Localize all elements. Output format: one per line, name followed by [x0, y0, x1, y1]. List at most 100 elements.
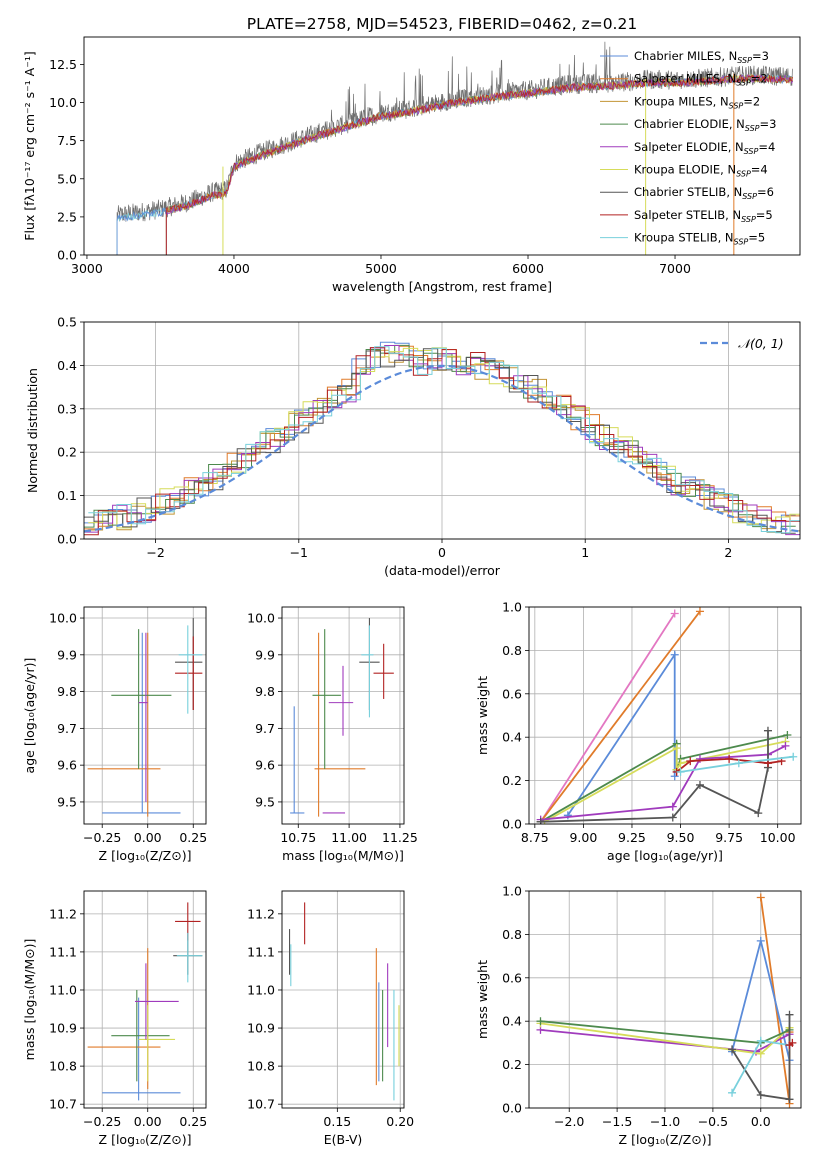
age-vs-mass-frame [281, 606, 405, 825]
mass-vs-Z-xtick-label-1: 0.00 [134, 1114, 162, 1129]
mass-weight-vs-Z-marker-6-1 [756, 1036, 765, 1045]
age-vs-mass-xtick-label-0: 10.75 [280, 830, 316, 845]
mass-weight-vs-age-axes: 8.75 9.00 9.25 9.50 9.75 10.00 0.0 0.2 0.4 0.6 0.8… [475, 600, 801, 863]
age-vs-Z-points [87, 618, 203, 817]
mass-weight-vs-Z-marker-1-1 [756, 936, 765, 945]
mass-weight-vs-age-series [536, 607, 798, 824]
mass-weight-vs-age-marker-2-0 [563, 811, 572, 820]
age-vs-mass-ytick-label-3: 9.8 [255, 684, 275, 699]
mass-weight-vs-Z-frame [528, 890, 802, 1109]
legend-label-7: Salpeter STELIB, NSSP=5 [634, 208, 773, 224]
mass-weight-vs-age-xtick-label-4: 9.75 [715, 830, 743, 845]
mass-vs-Z-ytick-label-3: 11.0 [49, 982, 77, 997]
legend-label-4: Salpeter ELODIE, NSSP=4 [634, 140, 775, 156]
age-vs-Z-xlabel: Z [log₁₀(Z/Z⊙)] [99, 848, 192, 863]
mass-weight-vs-age-marker-8-2 [789, 752, 798, 761]
mass-vs-Z-axes: −0.25 0.00 0.25 10.7 10.8 10.9 11.0 11.1 11.2 Z [… [22, 891, 207, 1147]
residuals-frame [83, 321, 801, 540]
mass-weight-vs-age-marker-2-1 [670, 650, 679, 659]
mass-weight-vs-age-ytick-label-5: 1.0 [502, 600, 522, 615]
spectrum-xtick-label-2: 5000 [365, 261, 397, 276]
spectrum-ytick-label-4: 10.0 [49, 95, 77, 110]
mass-weight-vs-Z-ylabel: mass weight [475, 960, 490, 1039]
age-vs-Z-ytick-label-4: 9.9 [57, 647, 77, 662]
age-vs-Z-ytick-label-5: 10.0 [49, 611, 77, 626]
age-vs-mass-ytick-label-2: 9.7 [255, 721, 275, 736]
mass-weight-vs-age-ylabel: mass weight [475, 676, 490, 755]
gaussian-curve [84, 364, 800, 533]
mass-weight-vs-age-xlabel: age [log₁₀(age/yr)] [607, 848, 723, 863]
mass-weight-vs-Z-ytick-label-3: 0.6 [502, 970, 522, 985]
residuals-xlabel: (data-model)/error [384, 563, 501, 578]
mass-weight-vs-age-xtick-label-1: 9.00 [569, 830, 597, 845]
mass-weight-vs-Z-ytick-label-2: 0.4 [502, 1014, 522, 1029]
mass-weight-vs-age-marker-4-3 [676, 759, 685, 768]
mass-weight-vs-age-marker-6-5 [763, 726, 772, 735]
mass-weight-vs-age-ytick-label-0: 0.0 [502, 817, 522, 832]
mass-weight-vs-Z-xtick-label-1: −1.5 [602, 1114, 632, 1129]
spectrum-lines [116, 41, 793, 255]
mass-weight-vs-Z-xlabel: Z [log₁₀(Z/Z⊙)] [619, 1132, 712, 1147]
mass-weight-vs-Z-marker-5-2 [785, 1095, 794, 1104]
legend-label-5: Kroupa ELODIE, NSSP=4 [634, 163, 768, 179]
spectrum-legend: Chabrier MILES, NSSP=3 Salpeter MILES, NS… [600, 49, 776, 247]
legend-label-6: Chabrier STELIB, NSSP=6 [634, 185, 774, 201]
residuals-xtick-label-0: −2 [146, 545, 164, 560]
mass-vs-ebv-axes: 0.15 0.20 10.7 10.8 10.9 11.0 11.1 11.2 E(B-V) [247, 891, 414, 1147]
spectrum-ytick-label-1: 2.5 [57, 209, 77, 224]
mass-weight-vs-Z-marker-6-0 [728, 1088, 737, 1097]
age-vs-Z-xtick-label-1: 0.00 [134, 830, 162, 845]
mass-vs-ebv-ytick-label-1: 10.8 [247, 1059, 275, 1074]
mass-vs-ebv-ytick-label-0: 10.7 [247, 1097, 275, 1112]
spectrum-xtick-label-0: 3000 [71, 261, 103, 276]
spectrum-axes: 3000 4000 5000 6000 7000 0.0 2.5 5.0 7.5 10.0 12.5… [22, 51, 691, 294]
mass-weight-vs-age-ytick-label-3: 0.6 [502, 686, 522, 701]
mass-weight-vs-age-xtick-label-2: 9.25 [618, 830, 646, 845]
mass-weight-vs-Z-marker-5-3 [785, 1010, 794, 1019]
mass-weight-vs-age-ytick-label-4: 0.8 [502, 643, 522, 658]
spectrum-ytick-label-3: 7.5 [57, 133, 77, 148]
residuals-ytick-label-1: 0.1 [57, 488, 77, 503]
mass-weight-vs-Z-marker-5-1 [756, 1090, 765, 1099]
residuals-hists [84, 341, 800, 536]
age-vs-mass-ytick-label-0: 9.5 [255, 794, 275, 809]
mass-weight-vs-age-marker-7-1 [686, 757, 695, 766]
mass-weight-vs-age-line-1 [539, 610, 701, 823]
spectrum-frame [83, 36, 801, 256]
residuals-xtick-label-3: 1 [581, 545, 589, 560]
mass-vs-ebv-xlabel: E(B-V) [324, 1132, 363, 1147]
age-vs-Z-xtick-label-0: −0.25 [83, 830, 121, 845]
panels: 3000 4000 5000 6000 70000.02.55.07.510.012.5… [22, 36, 802, 1147]
mass-weight-vs-age-marker-2-2 [670, 772, 679, 781]
legend-label-1: Salpeter MILES, NSSP=2 [634, 72, 768, 88]
mass-weight-vs-age-marker-5-4 [781, 741, 790, 750]
mass-weight-vs-age-xtick-label-3: 9.50 [667, 830, 695, 845]
mass-vs-ebv-points [288, 902, 400, 1101]
mass-weight-vs-Z-series [536, 893, 797, 1108]
mass-vs-Z-frame [83, 890, 207, 1109]
age-vs-mass-ytick-label-1: 9.6 [255, 758, 275, 773]
mass-weight-vs-age-marker-1-1 [695, 607, 704, 616]
spectrum-ytick-label-5: 12.5 [49, 57, 77, 72]
age-vs-mass-ytick-label-5: 10.0 [247, 611, 275, 626]
mass-weight-vs-age-xtick-label-5: 10.00 [760, 830, 796, 845]
legend-label-8: Kroupa STELIB, NSSP=5 [634, 231, 765, 247]
mass-weight-vs-age-marker-7-2 [725, 754, 734, 763]
mass-vs-ebv-xtick-label-1: 0.20 [386, 1114, 414, 1129]
mass-weight-vs-Z-xtick-label-4: 0.0 [751, 1114, 771, 1129]
mass-weight-vs-Z-ytick-label-4: 0.8 [502, 927, 522, 942]
mass-weight-vs-age-line-0 [539, 613, 676, 823]
legend-label-2: Kroupa MILES, NSSP=2 [634, 94, 760, 110]
spectrum-ytick-label-2: 5.0 [57, 171, 77, 186]
mass-weight-vs-Z-ytick-label-5: 1.0 [502, 884, 522, 899]
mass-weight-vs-age-marker-4-1 [672, 744, 681, 753]
age-vs-Z-ylabel: age [log₁₀(age/yr)] [22, 658, 37, 774]
residuals-ytick-label-2: 0.2 [57, 445, 77, 460]
mass-weight-vs-Z-xtick-label-2: −1.0 [650, 1114, 680, 1129]
mass-vs-Z-ytick-label-4: 11.1 [49, 944, 77, 959]
residuals-ytick-label-0: 0.0 [57, 532, 77, 547]
spectrum-ytick-label-0: 0.0 [57, 248, 77, 263]
age-vs-Z-xtick-label-2: 0.25 [179, 830, 207, 845]
age-vs-mass-points [290, 618, 394, 817]
